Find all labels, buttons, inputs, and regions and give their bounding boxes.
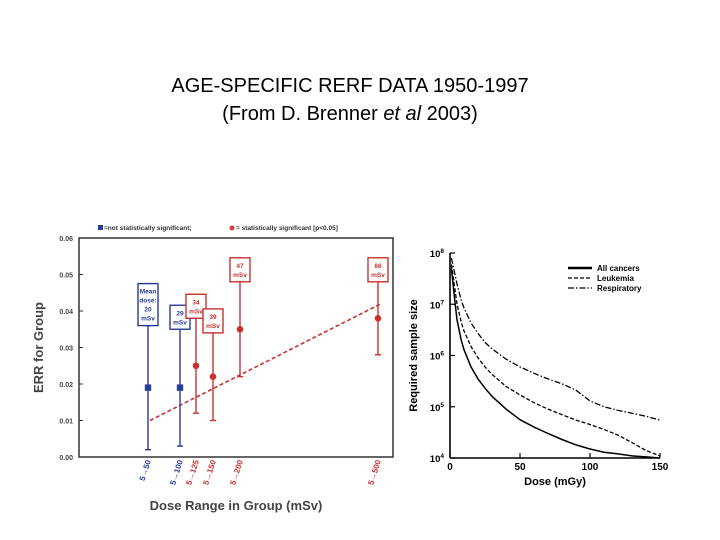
sample-y-axis-label: Required sample size xyxy=(408,299,420,412)
err-mean-dose-label: mSv xyxy=(206,323,220,330)
err-mean-dose-box xyxy=(137,282,159,327)
err-mean-dose-label: mSv xyxy=(141,316,155,323)
err-point-significant xyxy=(192,362,200,370)
sample-y-tick-label: 105 xyxy=(430,402,445,414)
sample-y-tick-label: 106 xyxy=(430,351,445,363)
sample-x-tick-label: 0 xyxy=(447,462,453,473)
sample-series-leukemia xyxy=(450,264,661,457)
err-y-tick-label: 0.00 xyxy=(59,455,73,462)
err-y-tick-label: 0.01 xyxy=(59,419,73,426)
title-citation-year: 2003) xyxy=(421,103,478,125)
sample-series-respiratory xyxy=(450,257,661,421)
sample-y-tick-label: 107 xyxy=(430,299,445,311)
err-y-tick-label: 0.03 xyxy=(59,346,73,353)
err-y-tick-label: 0.04 xyxy=(59,309,73,316)
err-mean-dose-label: Mean xyxy=(140,289,157,296)
sample-legend-label: Leukemia xyxy=(597,274,634,283)
err-mean-dose-label: dose: xyxy=(139,298,156,305)
err-mean-dose-label: mSv xyxy=(233,272,247,279)
legend-label-significant: = statistically significant [p<0.05] xyxy=(236,225,338,232)
title-line-2: (From D. Brenner et al 2003) xyxy=(0,100,700,128)
err-point-not-significant xyxy=(144,384,152,391)
legend-marker-significant xyxy=(229,225,235,231)
err-mean-dose-box xyxy=(185,293,207,319)
err-mean-dose-label: mSv xyxy=(173,319,187,326)
slide-title: AGE-SPECIFIC RERF DATA 1950-1997 (From D… xyxy=(0,72,700,128)
err-y-tick-label: 0.05 xyxy=(59,273,73,280)
sample-x-tick-label: 50 xyxy=(514,462,526,473)
err-mean-dose-box xyxy=(229,257,251,283)
err-mean-dose-label: 47 xyxy=(236,263,244,270)
legend-marker-not-significant xyxy=(98,225,103,230)
err-mean-dose-label: mSv xyxy=(371,272,385,279)
err-x-axis-label: Dose Range in Group (mSv) xyxy=(150,498,323,513)
sample-x-tick-label: 100 xyxy=(582,462,599,473)
err-mean-dose-box xyxy=(202,308,224,334)
legend-label-not-significant: =not statistically significant; xyxy=(104,225,192,232)
err-point-significant xyxy=(374,315,382,322)
err-mean-dose-label: 29 xyxy=(176,310,184,317)
err-mean-dose-box xyxy=(367,257,389,283)
title-citation-et-al: et al xyxy=(383,103,422,125)
sample-y-tick-label: 104 xyxy=(430,453,445,465)
err-point-not-significant xyxy=(176,384,184,391)
err-mean-dose-label: 34 xyxy=(192,299,200,306)
err-y-tick-label: 0.06 xyxy=(59,236,73,243)
err-point-significant xyxy=(209,373,217,381)
title-citation-prefix: (From D. Brenner xyxy=(222,103,384,125)
err-y-tick-label: 0.02 xyxy=(59,382,73,389)
sample-x-axis-label: Dose (mGy) xyxy=(524,476,586,488)
title-line-1: AGE-SPECIFIC RERF DATA 1950-1997 xyxy=(171,75,529,97)
err-mean-dose-label: 86 xyxy=(374,263,382,270)
sample-series-all-cancers xyxy=(450,268,661,459)
err-mean-dose-label: 39 xyxy=(209,314,217,321)
err-trend-line xyxy=(149,302,382,422)
err-mean-dose-label: mSv xyxy=(189,308,203,315)
sample-legend-label: Respiratory xyxy=(597,284,642,293)
err-mean-dose-label: 20 xyxy=(144,307,152,314)
sample-legend-label: All cancers xyxy=(597,264,640,273)
err-point-significant xyxy=(236,325,244,333)
sample-x-tick-label: 150 xyxy=(652,462,669,473)
sample-y-tick-label: 108 xyxy=(430,248,445,260)
err-y-axis-label: ERR for Group xyxy=(31,302,46,393)
